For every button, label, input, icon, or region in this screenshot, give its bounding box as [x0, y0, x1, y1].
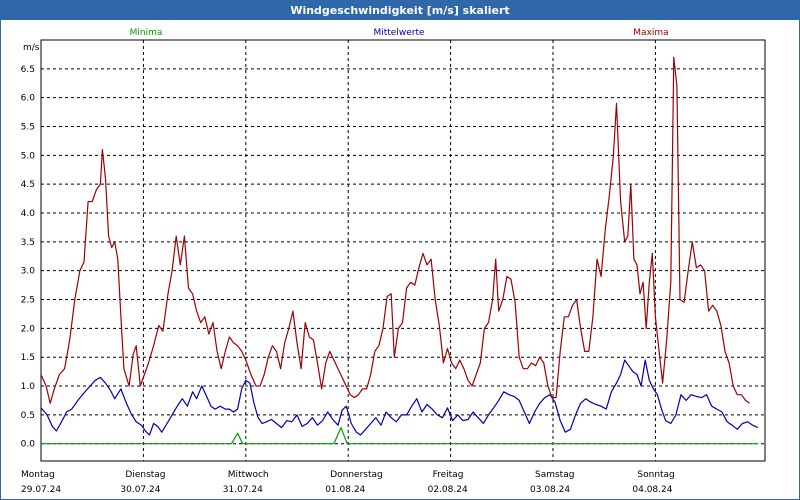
x-tick-day: Freitag — [433, 470, 464, 480]
y-axis-unit-label: m/s — [23, 43, 40, 53]
y-tick-label: 5.5 — [21, 123, 35, 133]
y-tick-label: 2.0 — [21, 324, 36, 334]
legend-minima: Minima — [130, 28, 163, 38]
legend-maxima: Maxima — [633, 28, 668, 38]
y-axis: 0.0 0.5 1.0 1.5 2.0 2.5 3.0 3.5 4.0 4.5 5.0 5.5 6.0 6… — [21, 65, 36, 450]
x-tick-day: Samstag — [535, 470, 574, 480]
x-tick-date: 04.08.24 — [632, 485, 672, 495]
x-tick-date: 02.08.24 — [428, 485, 468, 495]
x-tick-day: Mittwoch — [228, 470, 269, 480]
series-layer — [40, 56, 759, 445]
chart-title: Windgeschwindigkeit [m/s] skaliert — [1, 1, 799, 20]
series-line-maxima — [40, 56, 750, 404]
x-axis: Montag 29.07.24 Dienstag 30.07.24 Mittwoch 31… — [21, 470, 675, 495]
y-tick-label: 0.0 — [21, 440, 36, 450]
y-tick-label: 3.0 — [21, 267, 36, 277]
legend-mittelwerte: Mittelwerte — [373, 28, 424, 38]
y-tick-label: 2.5 — [21, 296, 35, 306]
x-tick-day: Montag — [21, 470, 55, 480]
y-tick-label: 6.5 — [21, 65, 35, 75]
x-tick-date: 01.08.24 — [325, 485, 365, 495]
y-tick-label: 4.0 — [21, 209, 36, 219]
x-tick-date: 03.08.24 — [530, 485, 570, 495]
x-tick-day: Donnerstag — [330, 470, 383, 480]
y-tick-label: 1.5 — [21, 353, 35, 363]
y-tick-label: 3.5 — [21, 238, 35, 248]
series-line-mittelwerte — [40, 359, 759, 436]
y-tick-label: 5.0 — [21, 151, 36, 161]
y-tick-label: 1.0 — [21, 382, 36, 392]
series-line-minima — [41, 427, 758, 445]
y-tick-label: 6.0 — [21, 94, 36, 104]
y-tick-label: 0.5 — [21, 411, 35, 421]
x-tick-date: 29.07.24 — [21, 485, 61, 495]
x-tick-day: Dienstag — [125, 470, 165, 480]
plot-area — [40, 39, 766, 462]
y-tick-label: 4.5 — [21, 180, 35, 190]
x-tick-day: Sonntag — [637, 470, 674, 480]
x-tick-date: 31.07.24 — [223, 485, 263, 495]
x-tick-date: 30.07.24 — [120, 485, 160, 495]
